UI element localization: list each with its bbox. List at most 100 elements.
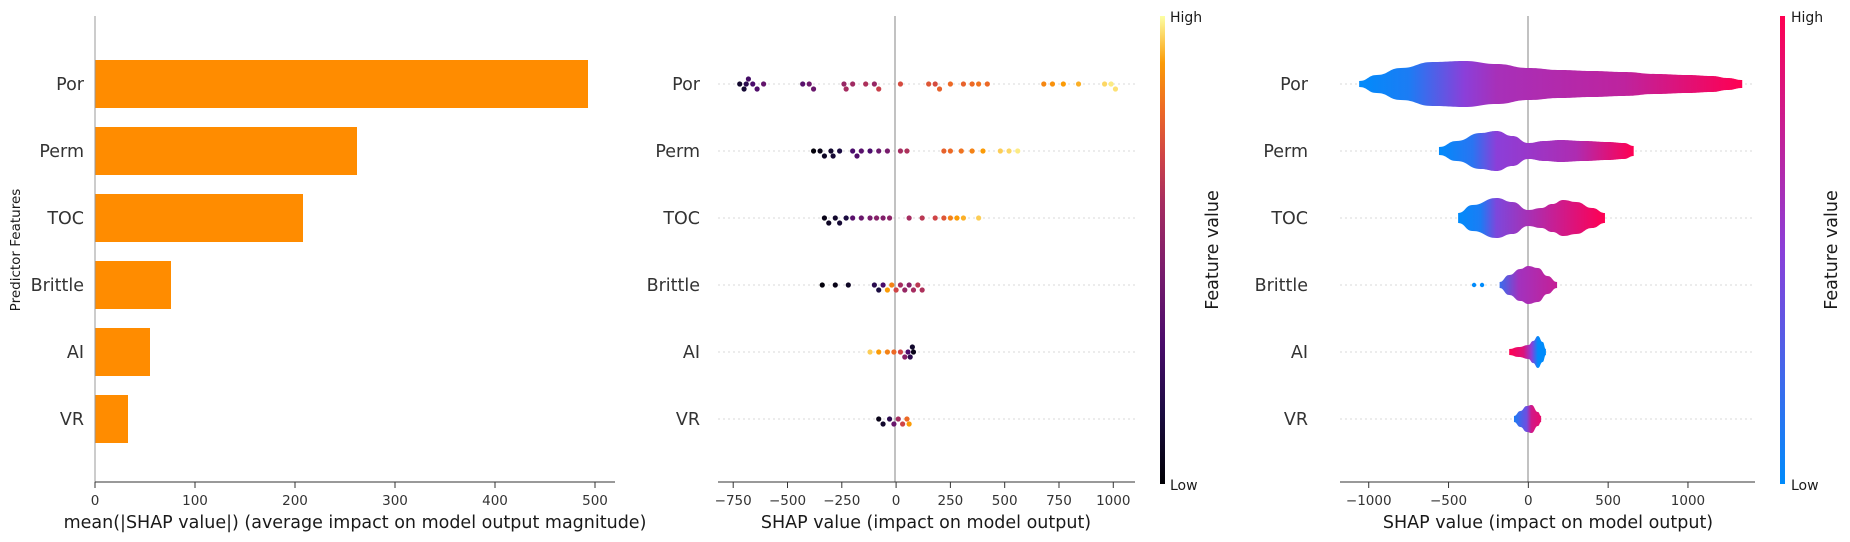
shap-point-vr <box>906 421 912 427</box>
shap-point-ai <box>902 354 908 360</box>
x-tick-label: 0 <box>91 493 100 509</box>
shap-point-por <box>936 86 943 92</box>
category-label-por: Por <box>1280 75 1309 95</box>
category-label-ai: AI <box>683 343 700 363</box>
shap-point-perm <box>817 148 823 154</box>
shap-point-toc <box>873 215 880 221</box>
bar-x-axis-label: mean(|SHAP value|) (average impact on mo… <box>64 513 647 533</box>
category-label-vr: VR <box>60 410 84 430</box>
shap-point-ai <box>910 349 917 355</box>
shap-point-por <box>1041 81 1047 87</box>
violin-toc <box>1458 198 1605 238</box>
shap-point-perm <box>876 148 882 154</box>
shap-point-toc <box>906 215 912 221</box>
shap-point-por <box>897 81 904 87</box>
shap-point-perm <box>828 148 834 154</box>
shap-point-perm <box>997 148 1003 154</box>
x-tick-label: 400 <box>482 493 508 509</box>
shap-point-vr <box>876 416 882 422</box>
category-label-por: Por <box>672 75 701 95</box>
bar-por <box>95 60 588 108</box>
shap-point-brittle <box>915 282 921 288</box>
x-tick-label: −500 <box>769 493 806 509</box>
violin-perm <box>1438 131 1634 171</box>
shap-point-por <box>947 81 953 87</box>
shap-point-brittle <box>919 287 925 293</box>
shap-point-toc <box>919 215 925 221</box>
shap-point-perm <box>1006 148 1012 154</box>
shap-point-por <box>1108 81 1114 87</box>
shap-point-brittle <box>897 282 904 288</box>
shap-point-toc <box>947 215 953 221</box>
shap-point-por <box>843 86 849 92</box>
shap-point-por <box>984 81 990 87</box>
shap-point-brittle <box>902 287 908 293</box>
shap-point-vr <box>900 421 906 427</box>
shap-point-brittle <box>906 282 912 288</box>
shap-point-perm <box>854 153 860 159</box>
x-tick-label: 500 <box>1595 493 1621 509</box>
category-label-perm: Perm <box>655 142 700 162</box>
shap-point-ai <box>876 349 882 355</box>
shap-point-vr <box>895 416 901 422</box>
shap-point-brittle <box>832 282 838 288</box>
violin-x-axis-label: SHAP value (impact on model output) <box>1383 513 1713 533</box>
shap-point-brittle <box>893 287 899 293</box>
shap-point-perm <box>969 148 975 154</box>
violin-por <box>1359 61 1743 107</box>
shap-point-por <box>741 86 747 92</box>
shap-point-brittle <box>845 282 851 288</box>
colorbar-inferno <box>1160 16 1165 484</box>
shap-point-perm <box>867 148 873 154</box>
shap-point-perm <box>904 148 910 154</box>
x-tick-label: 1000 <box>1096 493 1130 509</box>
shap-point-perm <box>837 148 843 154</box>
x-tick-label: 500 <box>992 493 1018 509</box>
shap-point-ai <box>884 349 891 355</box>
category-label-vr: VR <box>1284 410 1308 430</box>
shap-point-ai <box>905 349 911 355</box>
shap-point-por <box>1112 86 1119 92</box>
shap-point-toc <box>867 215 873 221</box>
shap-point-toc <box>858 215 864 221</box>
shap-point-toc <box>880 215 886 221</box>
shap-point-perm <box>1015 148 1021 154</box>
shap-point-toc <box>826 220 832 226</box>
category-label-toc: TOC <box>1270 209 1308 229</box>
shap-point-por <box>926 81 932 87</box>
x-tick-label: −250 <box>823 493 860 509</box>
shap-point-toc <box>932 215 938 221</box>
shap-point-brittle <box>910 287 917 293</box>
shap-point-ai <box>891 349 897 355</box>
shap-point-por <box>1101 81 1108 87</box>
x-tick-label: −750 <box>715 493 752 509</box>
shap-point-por <box>932 81 938 87</box>
category-label-brittle: Brittle <box>1255 276 1308 296</box>
shap-point-toc <box>850 215 856 221</box>
violin-brittle <box>1499 266 1558 304</box>
shap-point-perm <box>810 148 817 154</box>
colorbar-low-label: Low <box>1170 478 1198 494</box>
shap-point-por <box>863 81 869 87</box>
violin-vr <box>1513 405 1542 433</box>
shap-point-ai <box>867 349 873 355</box>
shap-point-por <box>876 86 882 92</box>
x-tick-label: 250 <box>938 493 964 509</box>
category-label-vr: VR <box>676 410 700 430</box>
category-label-perm: Perm <box>39 142 84 162</box>
shap-point-perm <box>884 148 891 154</box>
category-label-ai: AI <box>67 343 84 363</box>
shap-point-por <box>806 81 812 87</box>
shap-point-por <box>750 81 756 87</box>
shap-point-por <box>743 81 749 87</box>
shap-point-por <box>1049 81 1056 87</box>
shap-point-brittle <box>876 287 882 293</box>
colorbar-low-label: Low <box>1791 478 1819 494</box>
category-label-ai: AI <box>1291 343 1308 363</box>
shap-point-toc <box>832 215 838 221</box>
shap-point-brittle <box>871 282 877 288</box>
category-label-toc: TOC <box>662 209 700 229</box>
x-tick-label: 1000 <box>1671 493 1705 509</box>
colorbar-high-label: High <box>1791 10 1823 26</box>
